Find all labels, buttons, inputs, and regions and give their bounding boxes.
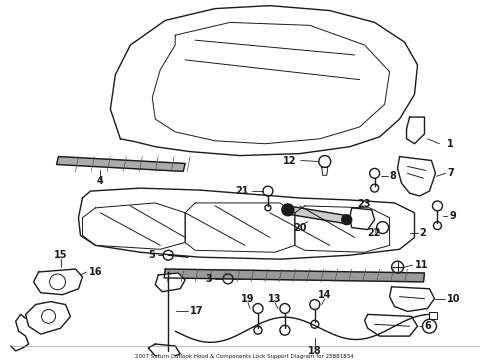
Polygon shape xyxy=(364,314,417,336)
Polygon shape xyxy=(34,269,82,295)
Text: 18: 18 xyxy=(307,346,321,356)
Text: 13: 13 xyxy=(267,294,281,303)
Polygon shape xyxy=(406,117,424,144)
Text: 2: 2 xyxy=(419,228,426,238)
Polygon shape xyxy=(148,344,180,358)
Text: 12: 12 xyxy=(283,156,296,166)
Text: 5: 5 xyxy=(148,250,155,260)
Text: 1: 1 xyxy=(447,139,453,149)
Polygon shape xyxy=(25,302,70,334)
Text: 3: 3 xyxy=(204,274,211,284)
Text: 7: 7 xyxy=(447,168,453,178)
Circle shape xyxy=(341,215,351,225)
Polygon shape xyxy=(397,157,435,196)
Polygon shape xyxy=(285,206,347,224)
Text: 10: 10 xyxy=(447,294,460,303)
Text: 4: 4 xyxy=(97,176,103,186)
Text: 17: 17 xyxy=(190,306,203,316)
Polygon shape xyxy=(164,269,424,282)
Polygon shape xyxy=(389,287,433,311)
Text: 15: 15 xyxy=(54,250,67,260)
Text: 21: 21 xyxy=(235,186,248,196)
Polygon shape xyxy=(57,157,185,171)
Circle shape xyxy=(281,204,293,216)
Text: 8: 8 xyxy=(389,171,396,181)
Text: 11: 11 xyxy=(414,260,427,270)
Text: 22: 22 xyxy=(367,228,380,238)
Text: 20: 20 xyxy=(292,222,306,233)
Polygon shape xyxy=(349,208,374,230)
Text: 2007 Saturn Outlook Hood & Components Lock Support Diagram for 25881834: 2007 Saturn Outlook Hood & Components Lo… xyxy=(134,354,353,359)
Text: 6: 6 xyxy=(424,321,430,331)
Polygon shape xyxy=(78,188,414,259)
Text: 14: 14 xyxy=(317,290,331,300)
Text: 16: 16 xyxy=(88,267,102,277)
Text: 9: 9 xyxy=(448,211,455,221)
Polygon shape xyxy=(110,6,417,156)
Text: 23: 23 xyxy=(357,199,370,209)
Text: 19: 19 xyxy=(241,294,254,303)
Polygon shape xyxy=(155,273,185,292)
